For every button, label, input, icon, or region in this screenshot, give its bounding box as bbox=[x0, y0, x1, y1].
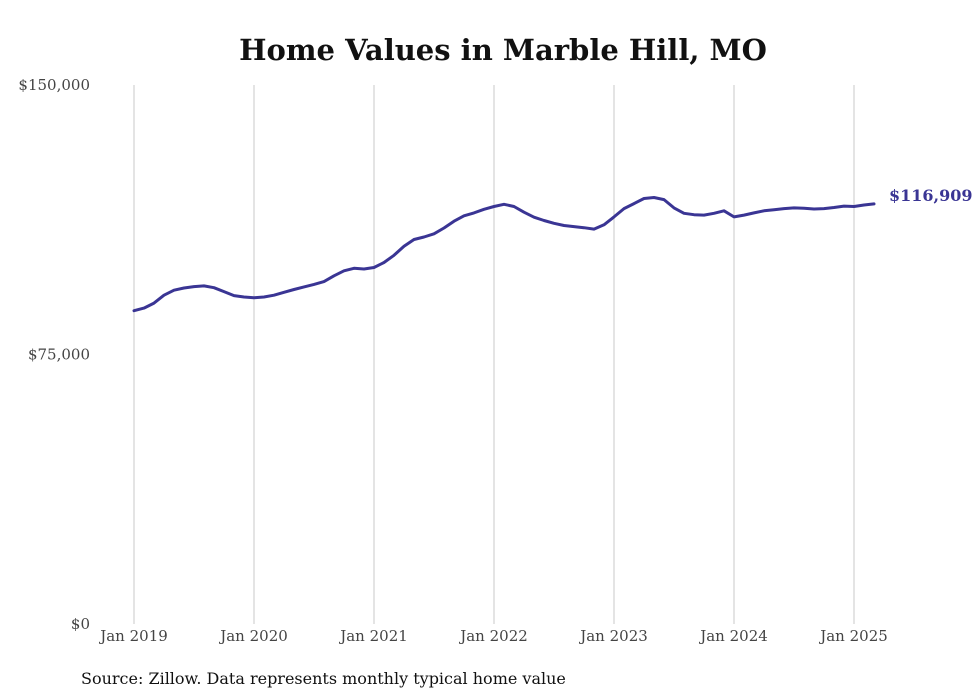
y-tick-label: $0 bbox=[71, 615, 90, 633]
x-axis: Jan 2019 Jan 2020 Jan 2021 Jan 2022 Jan 2023… bbox=[98, 627, 888, 645]
x-tick-label: Jan 2022 bbox=[458, 627, 528, 645]
y-tick-label: $75,000 bbox=[28, 346, 90, 364]
x-tick-label: Jan 2023 bbox=[578, 627, 648, 645]
x-tick-label: Jan 2021 bbox=[338, 627, 408, 645]
x-tick-label: Jan 2020 bbox=[218, 627, 288, 645]
x-tick-label: Jan 2025 bbox=[818, 627, 888, 645]
series-line bbox=[132, 196, 876, 313]
source-note: Source: Zillow. Data represents monthly … bbox=[81, 669, 566, 688]
chart-title: Home Values in Marble Hill, MO bbox=[239, 33, 767, 67]
y-tick-label: $150,000 bbox=[18, 76, 90, 94]
x-tick-label: Jan 2019 bbox=[98, 627, 168, 645]
end-value-label: $116,909 bbox=[889, 186, 973, 205]
y-axis: $0 $75,000 $150,000 bbox=[18, 76, 90, 633]
grid-lines bbox=[133, 85, 855, 624]
x-tick-label: Jan 2024 bbox=[698, 627, 768, 645]
